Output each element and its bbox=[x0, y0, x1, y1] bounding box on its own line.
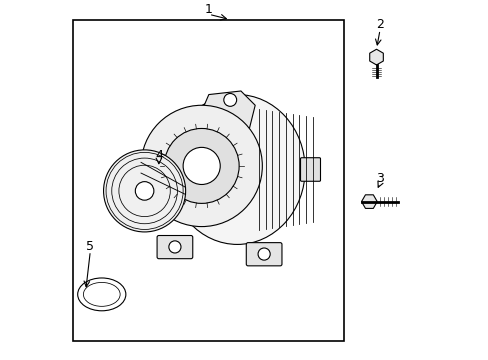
Text: 5: 5 bbox=[86, 240, 94, 253]
Circle shape bbox=[141, 105, 262, 226]
Polygon shape bbox=[198, 91, 255, 141]
Circle shape bbox=[224, 94, 236, 106]
Text: 4: 4 bbox=[155, 149, 163, 162]
Bar bbox=[73, 20, 344, 341]
Circle shape bbox=[168, 241, 181, 253]
Circle shape bbox=[103, 150, 185, 232]
Text: 2: 2 bbox=[375, 18, 383, 31]
Text: 1: 1 bbox=[204, 3, 212, 16]
Text: 3: 3 bbox=[375, 172, 383, 185]
FancyBboxPatch shape bbox=[157, 235, 192, 259]
Circle shape bbox=[135, 182, 154, 200]
Circle shape bbox=[164, 129, 239, 203]
FancyBboxPatch shape bbox=[246, 243, 282, 266]
Ellipse shape bbox=[83, 283, 120, 306]
Circle shape bbox=[183, 147, 220, 184]
Ellipse shape bbox=[169, 95, 305, 244]
Circle shape bbox=[258, 248, 270, 260]
FancyBboxPatch shape bbox=[300, 158, 320, 181]
